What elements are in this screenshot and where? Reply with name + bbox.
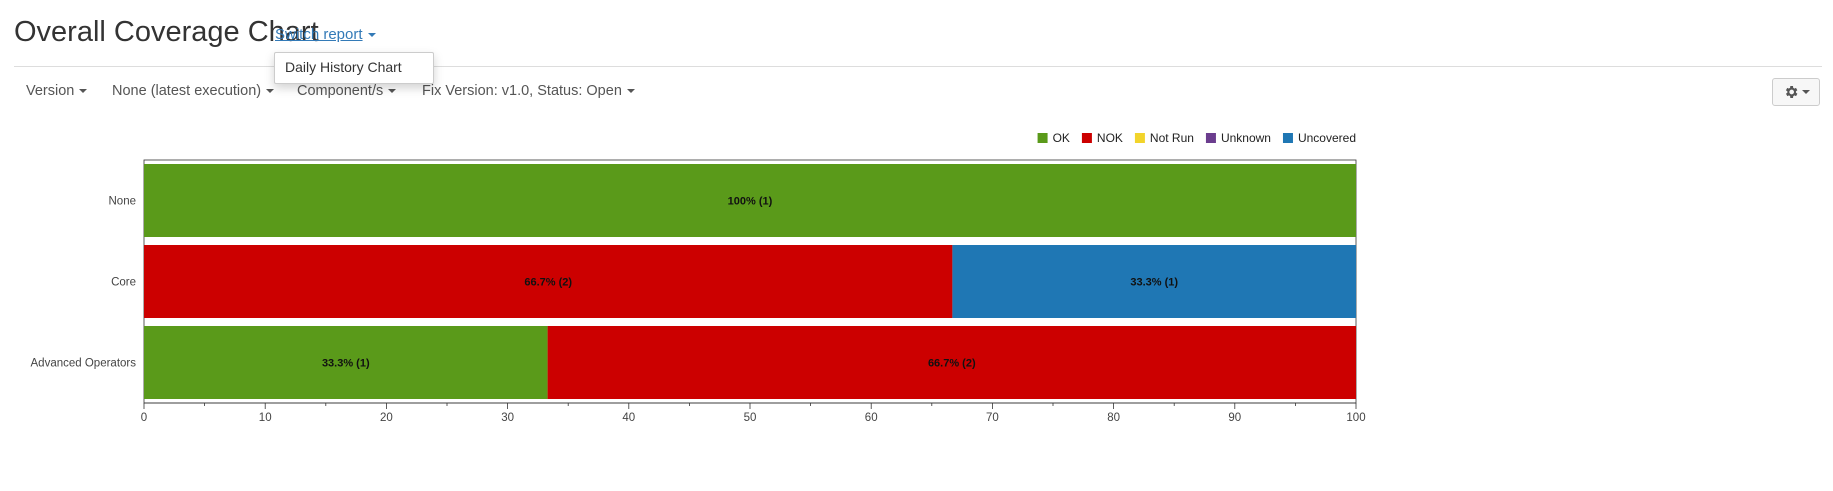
category-label: None <box>109 196 137 208</box>
legend-swatch-unknown <box>1205 133 1216 143</box>
x-tick-label: 50 <box>744 412 757 424</box>
x-tick-label: 10 <box>259 412 272 424</box>
switch-report-menu: Daily History Chart <box>274 52 434 84</box>
header-divider <box>14 66 1822 67</box>
x-tick-label: 60 <box>865 412 878 424</box>
filter-components-label: Component/s <box>297 83 384 99</box>
filter-components[interactable]: Component/s <box>297 83 397 99</box>
legend-label-not-run: Not Run <box>1150 131 1194 145</box>
legend-swatch-nok <box>1081 133 1092 143</box>
bar-core-nok <box>144 245 953 318</box>
filter-fix-version-status-label: Fix Version: v1.0, Status: Open <box>422 83 622 99</box>
x-tick-label: 80 <box>1107 412 1120 424</box>
x-tick-label: 70 <box>986 412 999 424</box>
legend-swatch-ok <box>1037 133 1048 143</box>
x-tick-label: 30 <box>501 412 514 424</box>
legend-label-ok: OK <box>1053 131 1070 145</box>
x-tick-label: 40 <box>622 412 635 424</box>
data-label: 66.7% (2) <box>524 277 572 289</box>
chevron-down-icon <box>388 89 397 94</box>
x-tick-label: 20 <box>380 412 393 424</box>
page-title: Overall Coverage Chart <box>14 16 319 48</box>
chevron-down-icon <box>626 89 635 94</box>
bar-advanced-operators-nok <box>547 326 1356 399</box>
bar-advanced-operators-ok <box>144 326 548 399</box>
data-label: 33.3% (1) <box>322 358 370 370</box>
switch-report-label: Switch report <box>275 26 363 43</box>
filter-fix-version-status[interactable]: Fix Version: v1.0, Status: Open <box>422 83 635 99</box>
data-label: 66.7% (2) <box>928 358 976 370</box>
bar-core-uncovered <box>952 245 1356 318</box>
data-label: 33.3% (1) <box>1130 277 1178 289</box>
category-label: Core <box>111 277 136 289</box>
x-tick-label: 0 <box>141 412 147 424</box>
switch-report-link[interactable]: Switch report <box>275 26 376 43</box>
filter-version-label: Version <box>26 83 75 99</box>
data-label: 100% (1) <box>728 196 773 208</box>
legend-label-uncovered: Uncovered <box>1298 131 1356 145</box>
filter-version[interactable]: Version <box>26 83 88 99</box>
legend-swatch-not-run <box>1134 133 1145 143</box>
filter-test-plan-label: None (latest execution) <box>112 83 262 99</box>
chevron-down-icon <box>1801 90 1810 94</box>
legend-label-unknown: Unknown <box>1221 131 1271 145</box>
gear-icon <box>1785 86 1797 98</box>
x-tick-label: 90 <box>1228 412 1241 424</box>
settings-button[interactable] <box>1772 78 1820 106</box>
category-label: Advanced Operators <box>31 358 137 370</box>
x-tick-label: 100 <box>1346 412 1365 424</box>
menu-item-daily-history-chart[interactable]: Daily History Chart <box>285 59 402 75</box>
chevron-down-icon <box>367 33 376 38</box>
filter-test-plan[interactable]: None (latest execution) <box>112 83 275 99</box>
bar-none-ok <box>144 164 1356 237</box>
legend-label-nok: NOK <box>1097 131 1123 145</box>
chevron-down-icon <box>79 89 88 94</box>
legend-swatch-uncovered <box>1282 133 1293 143</box>
chevron-down-icon <box>266 89 275 94</box>
